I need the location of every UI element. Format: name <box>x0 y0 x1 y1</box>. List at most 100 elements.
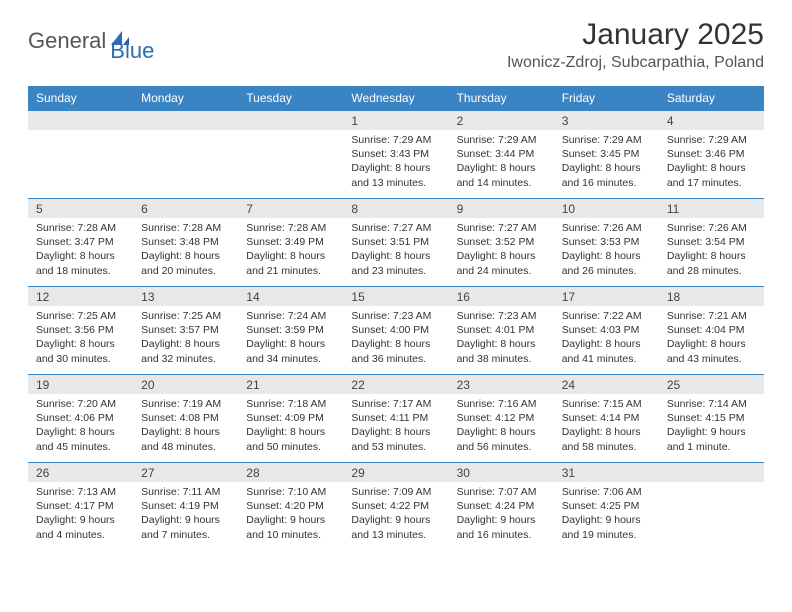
weekday-header: Tuesday <box>238 86 343 110</box>
calendar-day-cell: 27Sunrise: 7:11 AMSunset: 4:19 PMDayligh… <box>133 462 238 550</box>
brand-logo: General Blue <box>28 18 154 64</box>
day-number: 7 <box>238 198 343 218</box>
calendar-day-cell <box>133 110 238 198</box>
calendar-week-row: 5Sunrise: 7:28 AMSunset: 3:47 PMDaylight… <box>28 198 764 286</box>
day-details: Sunrise: 7:25 AMSunset: 3:57 PMDaylight:… <box>133 306 238 371</box>
day-details: Sunrise: 7:07 AMSunset: 4:24 PMDaylight:… <box>449 482 554 547</box>
calendar-week-row: 26Sunrise: 7:13 AMSunset: 4:17 PMDayligh… <box>28 462 764 550</box>
day-details: Sunrise: 7:27 AMSunset: 3:51 PMDaylight:… <box>343 218 448 283</box>
day-number: 18 <box>659 286 764 306</box>
calendar-day-cell: 30Sunrise: 7:07 AMSunset: 4:24 PMDayligh… <box>449 462 554 550</box>
day-number: 13 <box>133 286 238 306</box>
day-number: 5 <box>28 198 133 218</box>
calendar-day-cell: 29Sunrise: 7:09 AMSunset: 4:22 PMDayligh… <box>343 462 448 550</box>
calendar-day-cell: 22Sunrise: 7:17 AMSunset: 4:11 PMDayligh… <box>343 374 448 462</box>
day-details: Sunrise: 7:29 AMSunset: 3:46 PMDaylight:… <box>659 130 764 195</box>
calendar-table: SundayMondayTuesdayWednesdayThursdayFrid… <box>28 86 764 550</box>
day-details: Sunrise: 7:27 AMSunset: 3:52 PMDaylight:… <box>449 218 554 283</box>
day-details: Sunrise: 7:18 AMSunset: 4:09 PMDaylight:… <box>238 394 343 459</box>
day-details: Sunrise: 7:10 AMSunset: 4:20 PMDaylight:… <box>238 482 343 547</box>
day-number: 31 <box>554 462 659 482</box>
day-number: 2 <box>449 110 554 130</box>
calendar-day-cell: 1Sunrise: 7:29 AMSunset: 3:43 PMDaylight… <box>343 110 448 198</box>
day-number: 25 <box>659 374 764 394</box>
day-details: Sunrise: 7:09 AMSunset: 4:22 PMDaylight:… <box>343 482 448 547</box>
calendar-day-cell: 24Sunrise: 7:15 AMSunset: 4:14 PMDayligh… <box>554 374 659 462</box>
calendar-day-cell: 8Sunrise: 7:27 AMSunset: 3:51 PMDaylight… <box>343 198 448 286</box>
day-number: 22 <box>343 374 448 394</box>
calendar-week-row: 1Sunrise: 7:29 AMSunset: 3:43 PMDaylight… <box>28 110 764 198</box>
day-details: Sunrise: 7:16 AMSunset: 4:12 PMDaylight:… <box>449 394 554 459</box>
day-number: 8 <box>343 198 448 218</box>
day-number: 1 <box>343 110 448 130</box>
calendar-day-cell: 11Sunrise: 7:26 AMSunset: 3:54 PMDayligh… <box>659 198 764 286</box>
day-number: 21 <box>238 374 343 394</box>
calendar-day-cell: 31Sunrise: 7:06 AMSunset: 4:25 PMDayligh… <box>554 462 659 550</box>
calendar-day-cell: 28Sunrise: 7:10 AMSunset: 4:20 PMDayligh… <box>238 462 343 550</box>
day-number: 10 <box>554 198 659 218</box>
day-number: 4 <box>659 110 764 130</box>
day-number: 15 <box>343 286 448 306</box>
day-details: Sunrise: 7:28 AMSunset: 3:49 PMDaylight:… <box>238 218 343 283</box>
weekday-header: Monday <box>133 86 238 110</box>
day-number: 9 <box>449 198 554 218</box>
day-number <box>238 110 343 130</box>
calendar-day-cell: 15Sunrise: 7:23 AMSunset: 4:00 PMDayligh… <box>343 286 448 374</box>
day-details <box>28 130 133 180</box>
brand-text-general: General <box>28 28 106 54</box>
day-details: Sunrise: 7:22 AMSunset: 4:03 PMDaylight:… <box>554 306 659 371</box>
day-number <box>28 110 133 130</box>
day-number: 30 <box>449 462 554 482</box>
day-details: Sunrise: 7:14 AMSunset: 4:15 PMDaylight:… <box>659 394 764 459</box>
day-details: Sunrise: 7:23 AMSunset: 4:01 PMDaylight:… <box>449 306 554 371</box>
day-number: 17 <box>554 286 659 306</box>
day-details <box>238 130 343 180</box>
day-number: 23 <box>449 374 554 394</box>
title-block: January 2025 Iwonicz-Zdroj, Subcarpathia… <box>507 18 764 72</box>
calendar-day-cell: 3Sunrise: 7:29 AMSunset: 3:45 PMDaylight… <box>554 110 659 198</box>
weekday-header: Friday <box>554 86 659 110</box>
calendar-day-cell: 4Sunrise: 7:29 AMSunset: 3:46 PMDaylight… <box>659 110 764 198</box>
day-details: Sunrise: 7:28 AMSunset: 3:47 PMDaylight:… <box>28 218 133 283</box>
location-subtitle: Iwonicz-Zdroj, Subcarpathia, Poland <box>507 54 764 72</box>
day-details: Sunrise: 7:19 AMSunset: 4:08 PMDaylight:… <box>133 394 238 459</box>
day-number: 27 <box>133 462 238 482</box>
day-details: Sunrise: 7:20 AMSunset: 4:06 PMDaylight:… <box>28 394 133 459</box>
day-details: Sunrise: 7:23 AMSunset: 4:00 PMDaylight:… <box>343 306 448 371</box>
calendar-day-cell: 19Sunrise: 7:20 AMSunset: 4:06 PMDayligh… <box>28 374 133 462</box>
day-number: 20 <box>133 374 238 394</box>
calendar-day-cell <box>28 110 133 198</box>
day-number: 11 <box>659 198 764 218</box>
calendar-day-cell: 14Sunrise: 7:24 AMSunset: 3:59 PMDayligh… <box>238 286 343 374</box>
calendar-day-cell: 25Sunrise: 7:14 AMSunset: 4:15 PMDayligh… <box>659 374 764 462</box>
day-number: 14 <box>238 286 343 306</box>
calendar-week-row: 12Sunrise: 7:25 AMSunset: 3:56 PMDayligh… <box>28 286 764 374</box>
calendar-day-cell: 21Sunrise: 7:18 AMSunset: 4:09 PMDayligh… <box>238 374 343 462</box>
weekday-header-row: SundayMondayTuesdayWednesdayThursdayFrid… <box>28 86 764 110</box>
calendar-day-cell: 6Sunrise: 7:28 AMSunset: 3:48 PMDaylight… <box>133 198 238 286</box>
day-number: 19 <box>28 374 133 394</box>
day-details: Sunrise: 7:29 AMSunset: 3:45 PMDaylight:… <box>554 130 659 195</box>
day-details <box>133 130 238 180</box>
day-details <box>659 482 764 532</box>
calendar-day-cell: 10Sunrise: 7:26 AMSunset: 3:53 PMDayligh… <box>554 198 659 286</box>
day-number: 6 <box>133 198 238 218</box>
calendar-day-cell: 16Sunrise: 7:23 AMSunset: 4:01 PMDayligh… <box>449 286 554 374</box>
day-details: Sunrise: 7:17 AMSunset: 4:11 PMDaylight:… <box>343 394 448 459</box>
calendar-day-cell: 20Sunrise: 7:19 AMSunset: 4:08 PMDayligh… <box>133 374 238 462</box>
day-details: Sunrise: 7:25 AMSunset: 3:56 PMDaylight:… <box>28 306 133 371</box>
brand-text-blue: Blue <box>110 38 154 64</box>
calendar-day-cell: 18Sunrise: 7:21 AMSunset: 4:04 PMDayligh… <box>659 286 764 374</box>
page-title: January 2025 <box>507 18 764 52</box>
day-details: Sunrise: 7:26 AMSunset: 3:53 PMDaylight:… <box>554 218 659 283</box>
calendar-day-cell: 26Sunrise: 7:13 AMSunset: 4:17 PMDayligh… <box>28 462 133 550</box>
day-details: Sunrise: 7:13 AMSunset: 4:17 PMDaylight:… <box>28 482 133 547</box>
day-details: Sunrise: 7:29 AMSunset: 3:43 PMDaylight:… <box>343 130 448 195</box>
calendar-day-cell: 17Sunrise: 7:22 AMSunset: 4:03 PMDayligh… <box>554 286 659 374</box>
day-details: Sunrise: 7:21 AMSunset: 4:04 PMDaylight:… <box>659 306 764 371</box>
day-details: Sunrise: 7:15 AMSunset: 4:14 PMDaylight:… <box>554 394 659 459</box>
weekday-header: Wednesday <box>343 86 448 110</box>
calendar-day-cell: 23Sunrise: 7:16 AMSunset: 4:12 PMDayligh… <box>449 374 554 462</box>
calendar-day-cell: 12Sunrise: 7:25 AMSunset: 3:56 PMDayligh… <box>28 286 133 374</box>
calendar-day-cell <box>238 110 343 198</box>
